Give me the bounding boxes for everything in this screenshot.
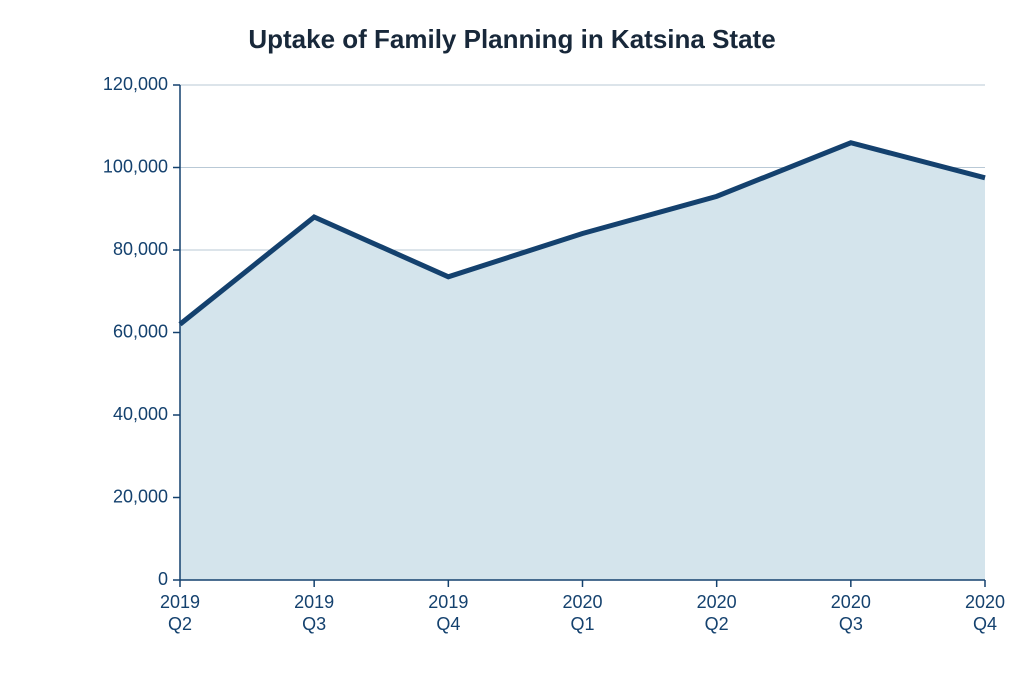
x-tick-label-year: 2020 xyxy=(697,592,737,612)
y-tick-label: 0 xyxy=(158,569,168,589)
y-tick-label: 80,000 xyxy=(113,239,168,259)
x-tick-label-year: 2019 xyxy=(428,592,468,612)
chart-svg: 0 20,000 40,000 60,000 80,000 100,000 120,000 2… xyxy=(0,0,1024,683)
x-tick-label-quarter: Q4 xyxy=(436,614,460,634)
y-tick-label: 100,000 xyxy=(103,156,168,176)
x-tick-label-quarter: Q3 xyxy=(302,614,326,634)
y-tick-label: 20,000 xyxy=(113,486,168,506)
x-tick-label-year: 2020 xyxy=(965,592,1005,612)
chart-title: Uptake of Family Planning in Katsina Sta… xyxy=(0,24,1024,55)
chart-container: Uptake of Family Planning in Katsina Sta… xyxy=(0,0,1024,683)
x-tick-label-year: 2020 xyxy=(831,592,871,612)
y-tick-label: 120,000 xyxy=(103,74,168,94)
x-tick-label-quarter: Q4 xyxy=(973,614,997,634)
x-tick-label-year: 2020 xyxy=(562,592,602,612)
y-tick-label: 60,000 xyxy=(113,321,168,341)
x-tick-label-quarter: Q2 xyxy=(168,614,192,634)
x-tick-label-quarter: Q2 xyxy=(705,614,729,634)
x-tick-label-quarter: Q1 xyxy=(570,614,594,634)
area-fill xyxy=(180,143,985,580)
x-tick-label-quarter: Q3 xyxy=(839,614,863,634)
x-tick-label-year: 2019 xyxy=(294,592,334,612)
x-tick-label-year: 2019 xyxy=(160,592,200,612)
y-tick-label: 40,000 xyxy=(113,404,168,424)
